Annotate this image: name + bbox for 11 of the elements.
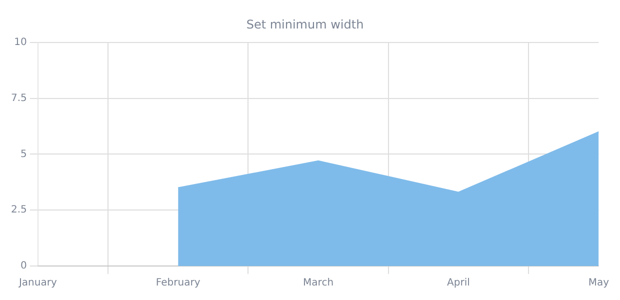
x-tick-label: May xyxy=(588,278,610,289)
y-tick-label: 10 xyxy=(14,36,27,48)
y-tick-label: 0 xyxy=(20,260,27,272)
x-tick-label: March xyxy=(303,278,334,289)
x-tick-label: April xyxy=(447,278,470,289)
y-tick-label: 5 xyxy=(20,148,27,160)
x-tick-label: February xyxy=(156,278,200,289)
chart-title: Set minimum width xyxy=(246,17,364,32)
y-tick-label: 2.5 xyxy=(10,204,27,216)
x-tick-label: January xyxy=(18,278,57,289)
y-tick-label: 7.5 xyxy=(10,92,27,104)
